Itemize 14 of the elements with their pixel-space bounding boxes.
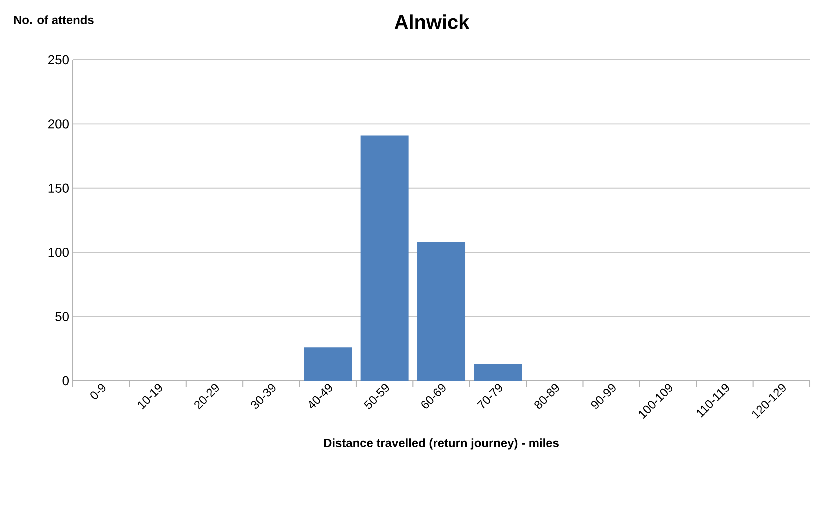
- bar: [474, 364, 522, 381]
- y-tick-label: 100: [48, 248, 69, 258]
- y-axis-title: No. of attends: [14, 16, 94, 24]
- y-tick-label: 0: [62, 376, 69, 386]
- y-tick-label: 250: [48, 55, 69, 65]
- y-tick-label: 200: [48, 120, 69, 129]
- chart-title: Alnwick: [394, 14, 470, 30]
- bar: [304, 348, 352, 381]
- y-tick-label: 150: [48, 184, 69, 193]
- y-tick-label: 50: [56, 312, 69, 322]
- x-axis-title: Distance travelled (return journey) - miles: [324, 438, 559, 450]
- bar: [418, 242, 466, 381]
- bar: [360, 136, 409, 381]
- x-tick-label: 0-9: [90, 384, 106, 400]
